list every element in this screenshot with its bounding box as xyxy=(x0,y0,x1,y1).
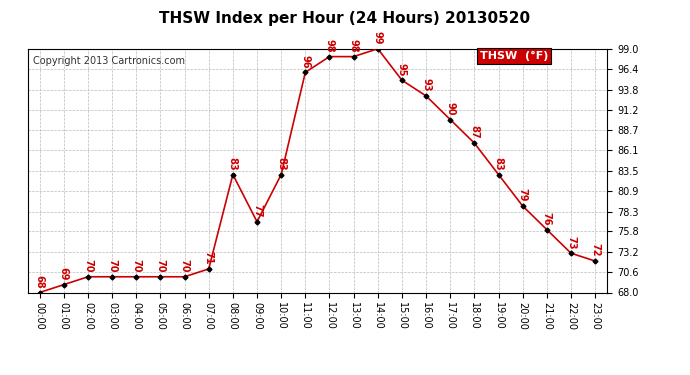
Text: 83: 83 xyxy=(493,157,504,170)
Text: 77: 77 xyxy=(252,204,262,218)
Text: 90: 90 xyxy=(445,102,455,116)
Text: 99: 99 xyxy=(373,31,383,45)
Text: 70: 70 xyxy=(107,259,117,273)
Text: 93: 93 xyxy=(421,78,431,92)
Text: 79: 79 xyxy=(518,188,528,202)
Text: 87: 87 xyxy=(469,125,480,139)
Text: 83: 83 xyxy=(228,157,238,170)
Text: 68: 68 xyxy=(34,275,45,288)
Text: 76: 76 xyxy=(542,212,552,225)
Text: 70: 70 xyxy=(131,259,141,273)
Text: 95: 95 xyxy=(397,63,407,76)
Text: 98: 98 xyxy=(324,39,335,53)
Text: 72: 72 xyxy=(590,243,600,257)
Text: THSW  (°F): THSW (°F) xyxy=(480,51,548,61)
Text: 96: 96 xyxy=(300,55,310,68)
Text: 70: 70 xyxy=(179,259,190,273)
Text: 98: 98 xyxy=(348,39,359,53)
Text: 70: 70 xyxy=(155,259,166,273)
Text: 83: 83 xyxy=(276,157,286,170)
Text: 71: 71 xyxy=(204,251,214,265)
Text: Copyright 2013 Cartronics.com: Copyright 2013 Cartronics.com xyxy=(33,56,186,66)
Text: 69: 69 xyxy=(59,267,69,280)
Text: 70: 70 xyxy=(83,259,93,273)
Text: THSW Index per Hour (24 Hours) 20130520: THSW Index per Hour (24 Hours) 20130520 xyxy=(159,11,531,26)
Text: 73: 73 xyxy=(566,236,576,249)
